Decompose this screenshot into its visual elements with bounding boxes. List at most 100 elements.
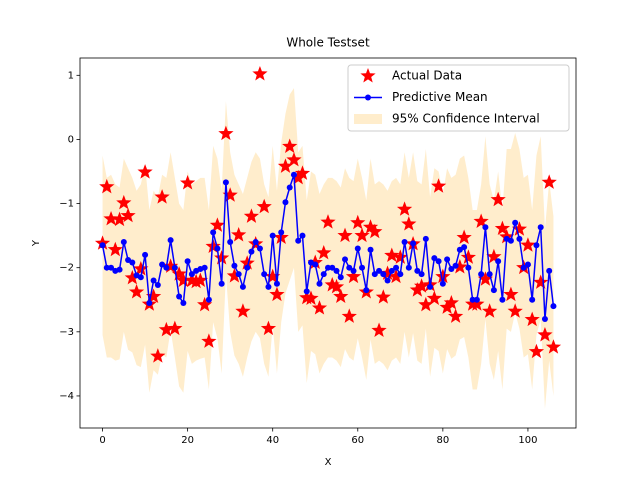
data-point: [209, 217, 226, 232]
data-point: [197, 296, 213, 312]
mean-marker: [116, 266, 123, 273]
data-point: [367, 223, 383, 239]
mean-marker: [550, 303, 557, 310]
mean-marker: [490, 287, 497, 294]
chart-title: Whole Testset: [286, 36, 370, 50]
mean-marker: [422, 235, 429, 242]
data-point: [111, 211, 128, 227]
mean-marker: [278, 229, 285, 236]
data-point: [328, 278, 345, 294]
data-point: [388, 268, 404, 284]
mean-marker: [354, 245, 361, 252]
mean-marker: [401, 239, 408, 246]
data-point: [324, 277, 340, 292]
data-point: [409, 282, 425, 297]
mean-marker: [333, 267, 340, 274]
y-axis-label: Y: [31, 239, 42, 247]
mean-marker: [303, 288, 310, 295]
mean-marker: [507, 237, 514, 244]
data-point: [341, 308, 357, 323]
mean-marker: [184, 258, 191, 265]
mean-marker: [261, 271, 268, 278]
mean-marker: [180, 299, 187, 306]
mean-marker: [435, 258, 442, 265]
mean-marker: [337, 274, 344, 281]
data-point: [128, 284, 145, 299]
data-point: [252, 66, 268, 81]
data-point: [103, 210, 119, 226]
data-point: [392, 249, 408, 264]
data-point: [477, 271, 493, 286]
plot-frame: [79, 57, 577, 429]
mean-marker: [546, 267, 553, 274]
mean-marker: [342, 256, 349, 263]
data-point: [154, 189, 170, 204]
mean-marker: [520, 264, 527, 271]
legend-box: [347, 64, 570, 132]
mean-marker: [120, 239, 127, 246]
data-point: [124, 269, 140, 285]
mean-marker: [388, 267, 395, 274]
mean-marker: [380, 271, 387, 278]
mean-marker: [384, 277, 391, 284]
x-tick-label: 100: [518, 435, 537, 446]
mean-marker: [286, 184, 293, 191]
data-point: [269, 286, 285, 302]
mean-marker: [142, 251, 149, 258]
data-point: [99, 178, 115, 194]
data-point: [239, 255, 255, 270]
data-point: [456, 229, 472, 245]
mean-marker: [431, 255, 438, 262]
data-point: [158, 321, 174, 337]
mean-marker: [367, 246, 374, 253]
mean-marker: [465, 264, 472, 271]
data-point: [303, 290, 319, 305]
mean-marker: [150, 277, 157, 284]
mean-marker: [469, 296, 476, 303]
data-point: [256, 198, 272, 214]
y-tick-label: −2: [59, 263, 74, 274]
legend-symbol: [354, 114, 382, 124]
mean-marker: [524, 261, 531, 268]
data-point: [277, 158, 294, 173]
data-point: [396, 201, 413, 216]
mean-marker: [312, 261, 319, 268]
data-point: [469, 296, 485, 311]
mean-marker: [99, 242, 106, 249]
data-point: [235, 303, 251, 318]
x-tick-label: 0: [99, 435, 105, 446]
mean-marker: [210, 229, 217, 236]
mean-marker: [516, 235, 523, 242]
data-point: [222, 187, 238, 202]
data-point: [511, 221, 528, 236]
mean-marker: [227, 239, 234, 246]
mean-marker: [478, 271, 485, 278]
mean-marker: [282, 199, 289, 206]
data-point: [520, 237, 536, 252]
x-tick-label: 40: [266, 435, 279, 446]
mean-marker: [248, 248, 255, 255]
mean-marker: [486, 271, 493, 278]
mean-marker: [214, 245, 221, 252]
data-point: [418, 296, 434, 312]
mean-marker: [541, 315, 548, 322]
data-point: [265, 268, 281, 284]
mean-marker: [108, 264, 115, 271]
mean-marker: [444, 256, 451, 263]
mean-marker: [397, 271, 404, 278]
y-tick-label: 1: [68, 70, 74, 81]
mean-marker: [222, 179, 229, 186]
data-point: [133, 260, 149, 276]
data-point: [448, 308, 464, 323]
mean-marker: [512, 219, 519, 226]
data-point: [116, 194, 132, 210]
data-point: [345, 268, 362, 284]
data-point: [260, 320, 277, 336]
data-point: [490, 191, 506, 207]
data-point: [354, 227, 370, 243]
data-point: [282, 138, 298, 153]
mean-marker: [346, 264, 353, 271]
data-point: [482, 303, 498, 318]
data-point: [413, 278, 430, 293]
